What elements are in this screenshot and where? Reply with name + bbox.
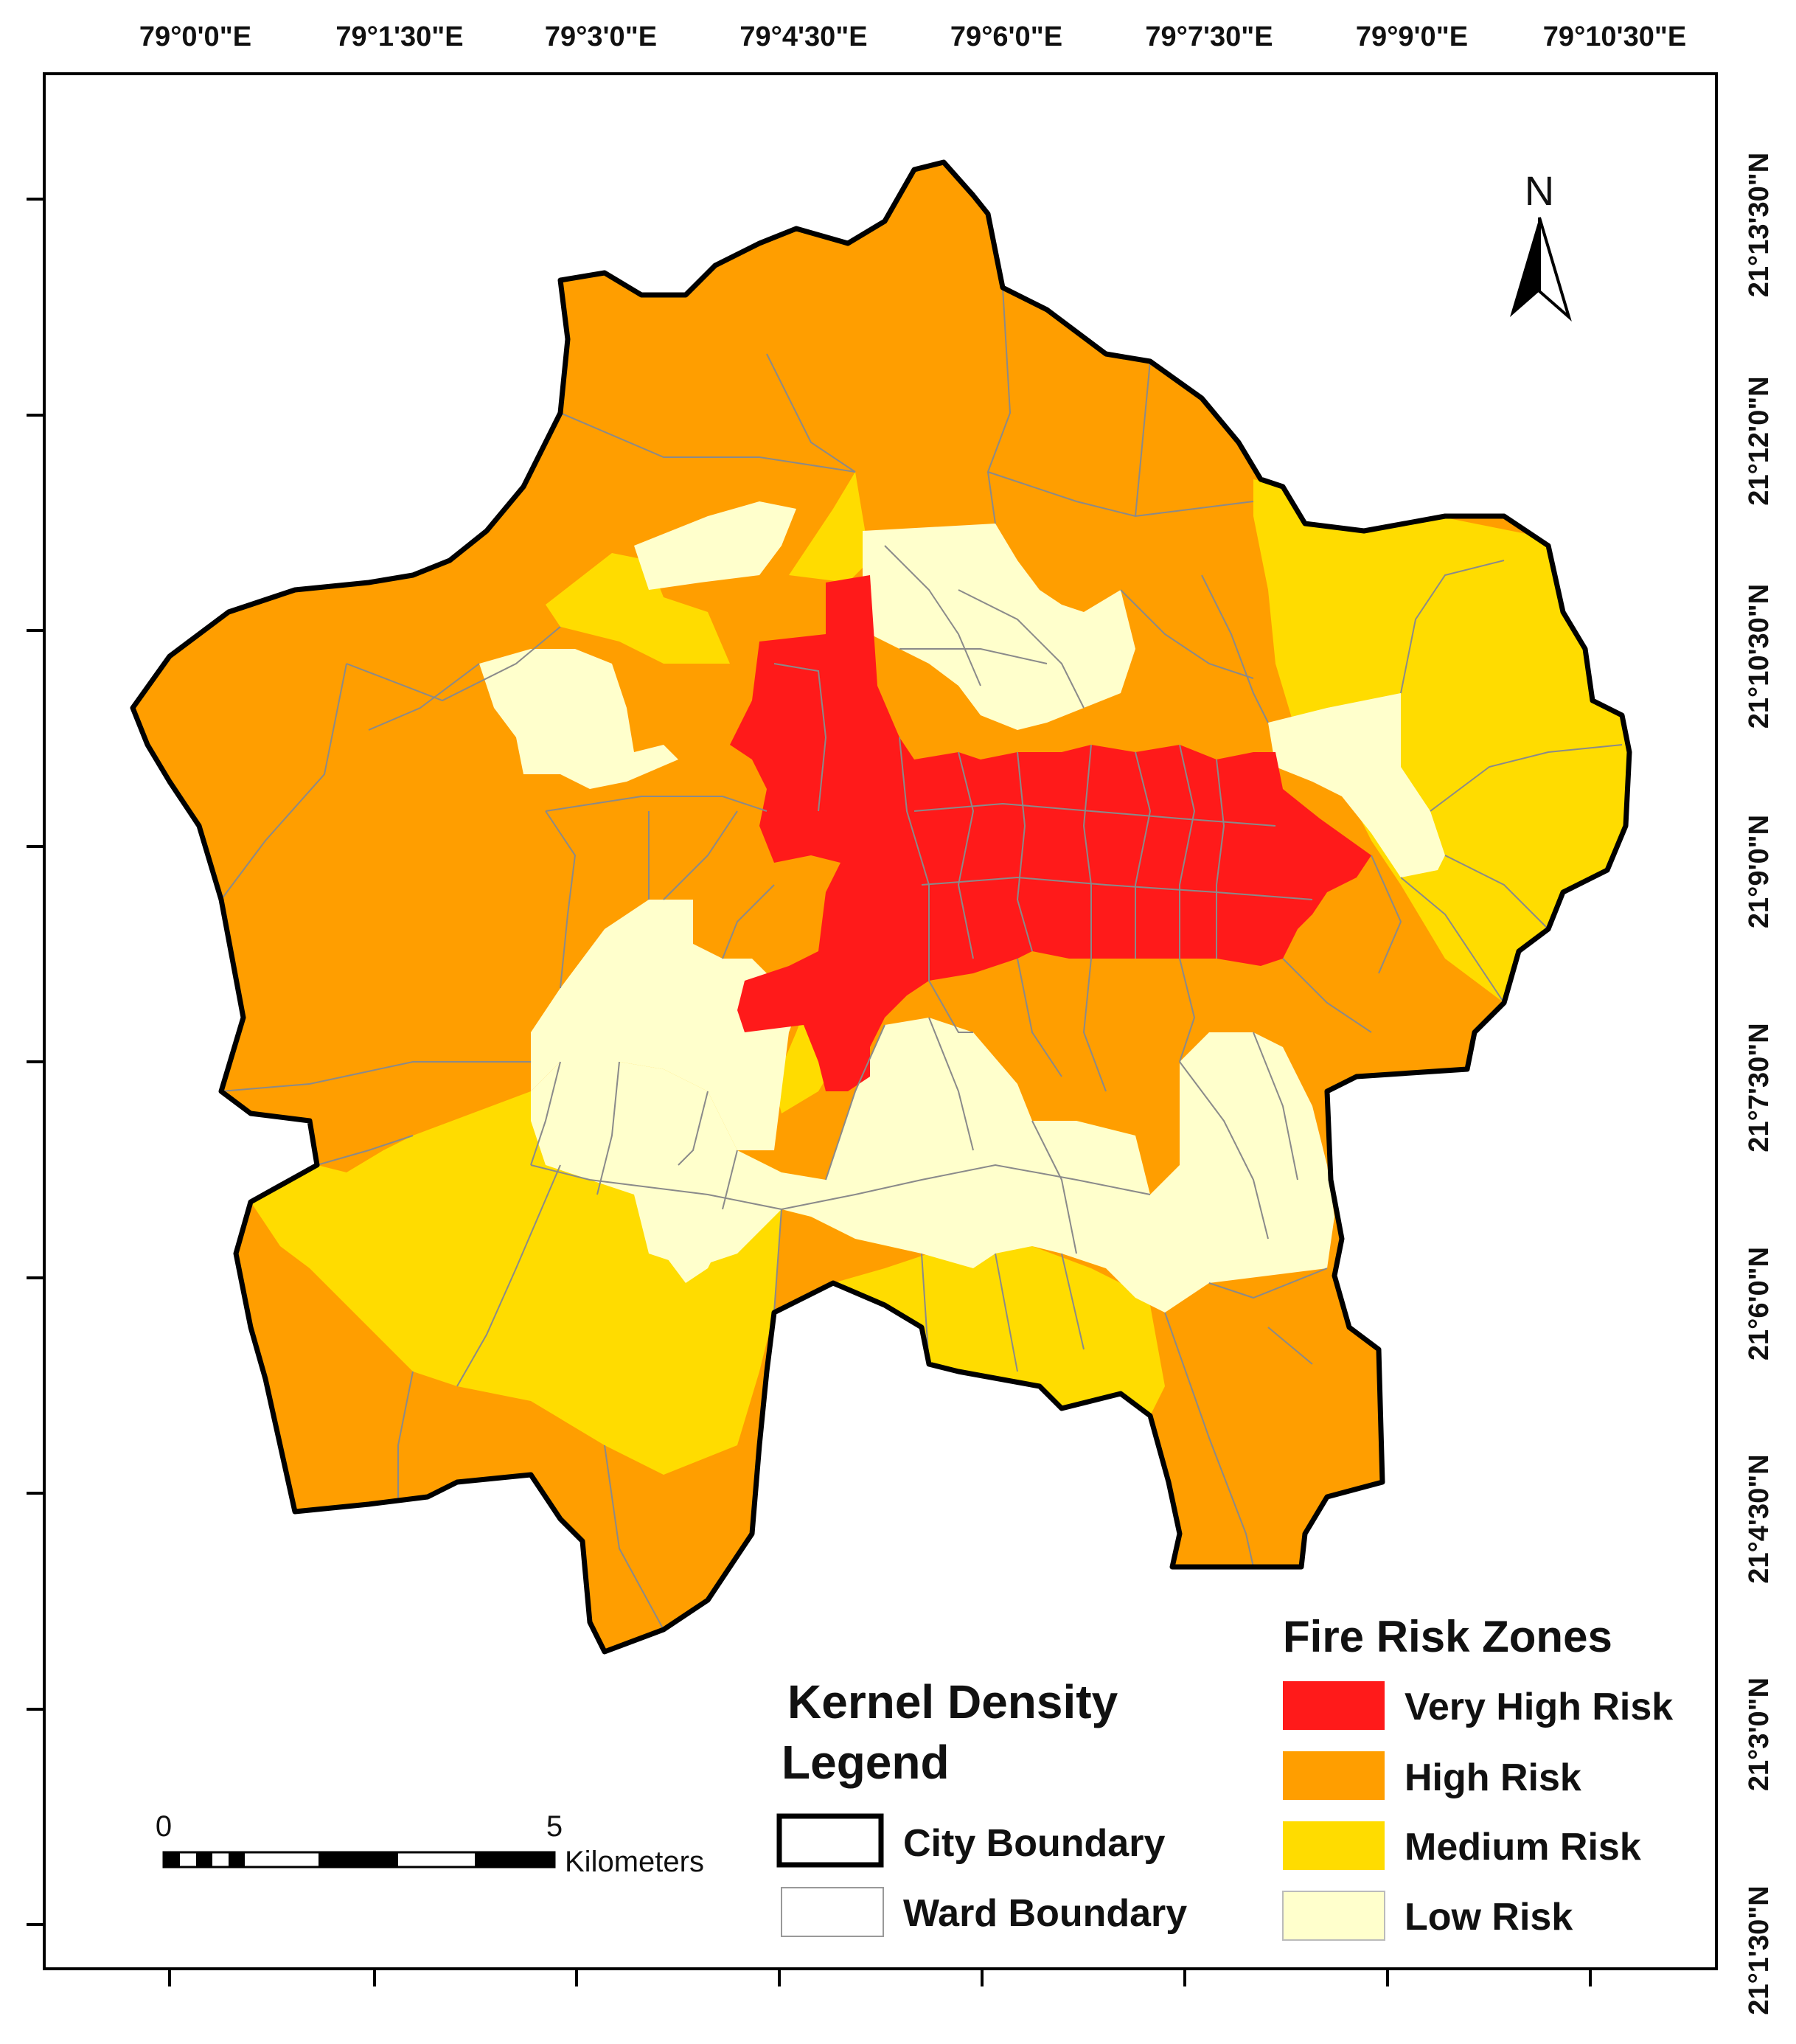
zone-medium-risk-northwest — [546, 553, 730, 664]
medium-risk-swatch — [1283, 1821, 1385, 1870]
scale-end-label: 5 — [546, 1810, 563, 1843]
bottom-ticks — [168, 1969, 1592, 1986]
top-coordinate-labels: 79°0'0"E 79°1'30"E 79°3'0"E 79°4'30"E 79… — [139, 21, 1686, 52]
low-risk-swatch — [1282, 1891, 1385, 1941]
zone-medium-risk-east — [1253, 479, 1629, 1003]
fire-risk-legend: Fire Risk Zones Very High Risk High Risk… — [1282, 1612, 1673, 1941]
top-tick-label-7: 79°9'0"E — [1356, 21, 1468, 52]
top-tick-label-4: 79°4'30"E — [739, 21, 867, 52]
zone-very-high-risk-core — [730, 575, 1371, 1091]
fire-risk-legend-title: Fire Risk Zones — [1283, 1612, 1612, 1661]
north-arrow: N — [1510, 167, 1572, 322]
scale-bar: 0 5 Kilometers — [156, 1810, 704, 1878]
right-tick-label-2: 21°12'0"N — [1744, 376, 1775, 505]
zone-medium-risk-southcentral — [833, 1246, 1165, 1416]
zone-low-risk-west — [479, 649, 678, 789]
right-tick-label-1: 21°13'30"N — [1744, 153, 1775, 298]
top-tick-label-2: 79°1'30"E — [335, 21, 463, 52]
zone-medium-risk-north — [789, 472, 870, 583]
very-high-risk-swatch — [1283, 1681, 1385, 1730]
medium-risk-label: Medium Risk — [1405, 1826, 1641, 1869]
high-risk-swatch — [1283, 1751, 1385, 1800]
north-label: N — [1525, 167, 1554, 214]
right-tick-label-7: 21°4'30"N — [1744, 1454, 1775, 1583]
ward-boundary-label: Ward Boundary — [903, 1892, 1187, 1935]
top-tick-label-1: 79°0'0"E — [139, 21, 251, 52]
low-risk-label: Low Risk — [1405, 1896, 1573, 1939]
north-arrow-right-half — [1538, 217, 1572, 322]
top-tick-label-6: 79°7'30"E — [1145, 21, 1273, 52]
right-tick-label-8: 21°3'0"N — [1744, 1678, 1775, 1791]
very-high-risk-label: Very High Risk — [1405, 1686, 1673, 1728]
ward-boundary-swatch — [781, 1887, 884, 1937]
right-tick-label-6: 21°6'0"N — [1744, 1247, 1775, 1360]
scale-start-label: 0 — [156, 1810, 172, 1843]
right-tick-label-9: 21°1'30"N — [1744, 1885, 1775, 2015]
boundary-legend-title-line1: Kernel Density — [787, 1675, 1118, 1728]
zone-low-risk-north-center — [863, 524, 1135, 730]
boundary-legend: Kernel Density Legend City Boundary Ward… — [776, 1675, 1187, 1937]
top-tick-label-5: 79°6'0"E — [950, 21, 1062, 52]
city-boundary-swatch — [776, 1813, 884, 1868]
zone-low-risk-south-band — [531, 1018, 1334, 1313]
right-tick-label-5: 21°7'30"N — [1744, 1023, 1775, 1152]
boundary-legend-title-line2: Legend — [782, 1736, 950, 1789]
zone-low-risk-east — [1268, 693, 1445, 877]
right-coordinate-labels: 21°13'30"N 21°12'0"N 21°10'30"N 21°9'0"N… — [1744, 153, 1775, 2015]
zone-low-risk-south — [531, 900, 811, 1150]
left-ticks — [27, 198, 44, 1926]
right-tick-label-3: 21°10'30"N — [1744, 584, 1775, 729]
right-tick-label-4: 21°9'0"N — [1744, 815, 1775, 928]
high-risk-label: High Risk — [1405, 1756, 1581, 1799]
ward-boundaries — [220, 287, 1623, 1630]
top-tick-label-3: 79°3'0"E — [545, 21, 657, 52]
zone-low-risk-north — [634, 501, 796, 590]
city-boundary-label: City Boundary — [903, 1822, 1165, 1865]
top-tick-label-8: 79°10'30"E — [1543, 21, 1686, 52]
scale-unit-label: Kilometers — [565, 1846, 704, 1878]
north-arrow-left-half — [1510, 218, 1539, 317]
